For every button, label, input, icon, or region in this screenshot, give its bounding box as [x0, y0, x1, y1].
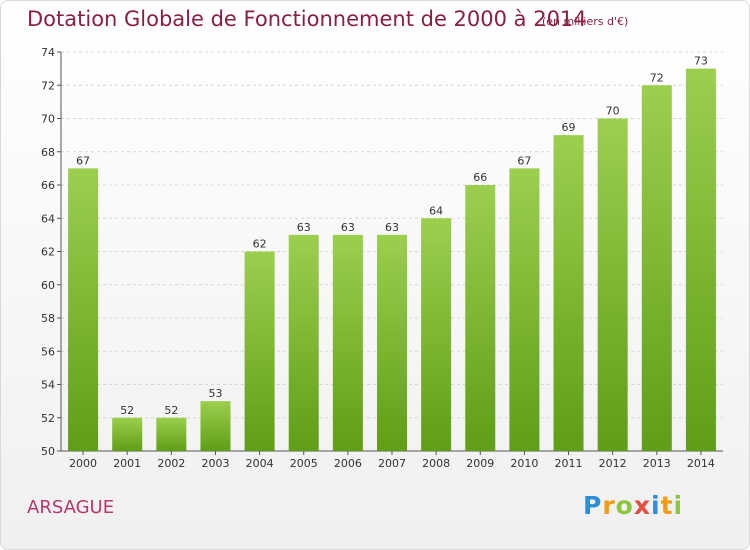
y-tick-label: 64 — [41, 212, 55, 225]
y-tick-label: 56 — [41, 345, 55, 358]
data-label-2010: 67 — [517, 154, 531, 167]
chart-subtitle: (en milliers d'€) — [542, 15, 629, 28]
data-label-2004: 62 — [253, 238, 267, 251]
x-tick-label-2012: 2012 — [599, 457, 627, 470]
logo-letter: x — [633, 491, 651, 520]
logo-letter: t — [660, 491, 674, 520]
bar-2003[interactable] — [200, 401, 231, 451]
bar-2001[interactable] — [112, 417, 143, 451]
data-label-2012: 70 — [606, 105, 620, 118]
logo-letter: r — [602, 491, 616, 520]
data-label-2001: 52 — [120, 404, 134, 417]
x-tick-label-2011: 2011 — [555, 457, 583, 470]
y-tick-label: 68 — [41, 146, 55, 159]
data-label-2006: 63 — [341, 221, 355, 234]
data-label-2003: 53 — [208, 387, 222, 400]
data-label-2005: 63 — [297, 221, 311, 234]
data-label-2011: 69 — [562, 121, 576, 134]
bar-2012[interactable] — [597, 118, 628, 452]
bar-2010[interactable] — [509, 168, 540, 451]
data-label-2000: 67 — [76, 154, 90, 167]
bar-2000[interactable] — [68, 168, 99, 451]
y-tick-label: 66 — [41, 179, 55, 192]
data-label-2014: 73 — [694, 55, 708, 68]
bar-2013[interactable] — [641, 85, 672, 451]
x-tick-label-2009: 2009 — [466, 457, 494, 470]
x-tick-label-2005: 2005 — [290, 457, 318, 470]
bar-2004[interactable] — [244, 251, 275, 452]
x-tick-label-2008: 2008 — [422, 457, 450, 470]
y-tick-label: 58 — [41, 312, 55, 325]
x-tick-label-2010: 2010 — [510, 457, 538, 470]
logo-letter: P — [583, 491, 603, 520]
data-label-2008: 64 — [429, 204, 443, 217]
y-tick-label: 72 — [41, 79, 55, 92]
logo-letter: o — [615, 491, 634, 520]
bar-2011[interactable] — [553, 135, 584, 451]
y-tick-label: 74 — [41, 46, 55, 59]
y-tick-label: 54 — [41, 379, 55, 392]
data-label-2013: 72 — [650, 71, 664, 84]
bar-2007[interactable] — [376, 234, 408, 451]
bar-2008[interactable] — [421, 218, 452, 451]
x-tick-label-2007: 2007 — [378, 457, 406, 470]
x-tick-label-2013: 2013 — [643, 457, 671, 470]
bar-2002[interactable] — [156, 417, 187, 451]
x-tick-label-2000: 2000 — [69, 457, 97, 470]
proxiti-logo[interactable]: Proxiti — [583, 491, 683, 520]
commune-name: ARSAGUE — [27, 497, 115, 518]
data-label-2002: 52 — [164, 404, 178, 417]
logo-letter: i — [651, 491, 661, 520]
x-tick-label-2001: 2001 — [113, 457, 141, 470]
bar-2014[interactable] — [685, 68, 716, 451]
x-tick-label-2003: 2003 — [201, 457, 229, 470]
data-label-2009: 66 — [473, 171, 487, 184]
data-label-2007: 63 — [385, 221, 399, 234]
bar-2006[interactable] — [332, 234, 363, 451]
chart-title: Dotation Globale de Fonctionnement de 20… — [27, 7, 587, 31]
y-tick-label: 62 — [41, 246, 55, 259]
x-tick-label-2014: 2014 — [687, 457, 715, 470]
y-tick-label: 52 — [41, 412, 55, 425]
x-tick-label-2002: 2002 — [157, 457, 185, 470]
y-tick-label: 60 — [41, 279, 55, 292]
x-tick-label-2004: 2004 — [246, 457, 274, 470]
bar-2005[interactable] — [288, 234, 319, 451]
logo-letter: i — [673, 491, 684, 520]
x-tick-label-2006: 2006 — [334, 457, 362, 470]
y-tick-label: 50 — [41, 445, 55, 458]
y-tick-label: 70 — [41, 113, 55, 126]
bar-2009[interactable] — [465, 185, 496, 451]
